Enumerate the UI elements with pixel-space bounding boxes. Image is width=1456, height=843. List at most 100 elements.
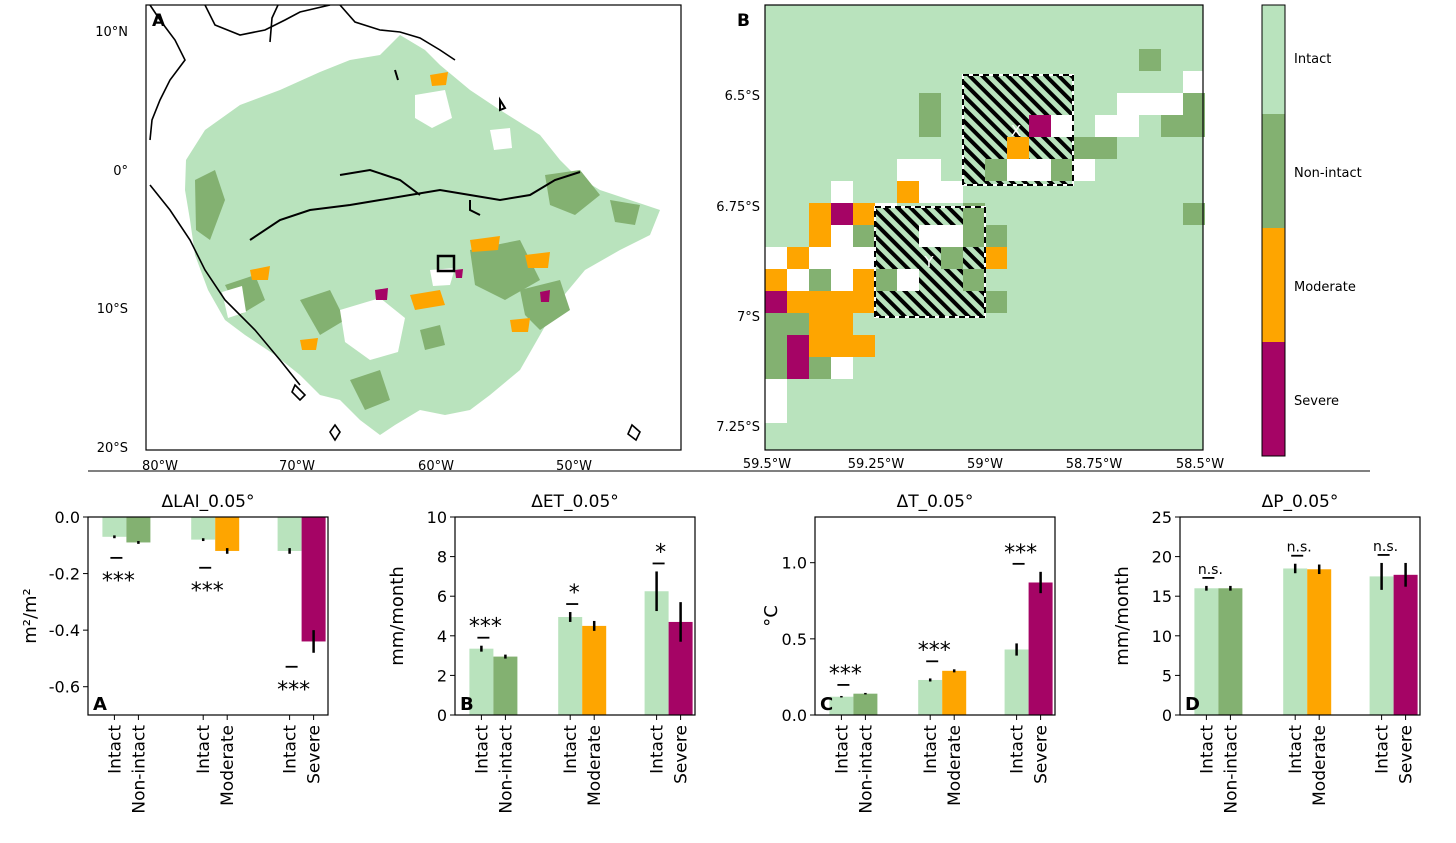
bar [1004, 649, 1029, 715]
map-b-cell [809, 313, 831, 335]
x-tick-label: Intact [921, 725, 941, 774]
bar [1283, 568, 1308, 715]
legend-swatch-intact [1262, 5, 1285, 114]
map-b-cell [1051, 159, 1073, 181]
map-b-cell [809, 357, 831, 379]
legend-label-moderate: Moderate [1294, 280, 1356, 295]
hatched-box-y-dash [874, 206, 986, 318]
map-b-lon-tick: 58.75°W [1066, 457, 1123, 472]
x-tick-label: Intact [1197, 725, 1217, 774]
y-tick-label: 0.5 [782, 630, 807, 649]
map-a-frame [145, 4, 682, 451]
y-tick-label: 10 [427, 508, 447, 527]
map-b-cell [919, 181, 941, 203]
map-b-panel-label: B [737, 11, 750, 31]
map-b-frame [764, 4, 1204, 451]
significance-label: * [655, 540, 666, 565]
bar-chart-B: Intact Non-intact Intact Moderate Intact Seve… [387, 492, 696, 814]
y-axis-label: °C [761, 605, 782, 627]
map-b: X Y B 6.5°S 6.75°S 7°S 7.25°S 59.5°W 59.… [716, 4, 1224, 472]
y-tick-label: -0.6 [49, 678, 80, 697]
marker-x: X [1011, 122, 1021, 140]
map-b-cell [787, 291, 809, 313]
bar [191, 517, 216, 540]
country-borders [149, 5, 641, 442]
significance-label: *** [102, 569, 135, 594]
map-b-lat-tick: 6.5°S [725, 89, 760, 104]
map-b-cell [787, 313, 809, 335]
bar [1194, 588, 1219, 715]
x-tick-label: Severe [672, 725, 692, 784]
map-b-cell [941, 181, 963, 203]
map-b-cell [1161, 93, 1183, 115]
map-b-cell [853, 291, 875, 313]
map-a-lat-tick: 10°N [95, 25, 128, 40]
rivers [249, 69, 581, 241]
bar-charts: Intact Non-intact Intact Moderate Intact Seve… [20, 492, 1421, 814]
map-b-cell [787, 269, 809, 291]
map-b-cell [941, 247, 963, 269]
y-tick-label: -0.4 [49, 621, 80, 640]
significance-label: *** [829, 662, 862, 687]
significance-label: n.s. [1287, 540, 1312, 556]
map-b-cell [1139, 49, 1161, 71]
map-b-cell [809, 203, 831, 225]
bar [942, 670, 967, 715]
map-b-cell [1117, 93, 1139, 115]
chart-frame [87, 516, 329, 716]
map-b-cell [1073, 159, 1095, 181]
y-tick-label: 0.0 [55, 508, 80, 527]
bar [1369, 576, 1394, 715]
bar [644, 591, 669, 715]
map-b-cell [831, 225, 853, 247]
severe-patches [375, 269, 550, 302]
chart-title: ΔET_0.05° [531, 492, 619, 512]
map-b-cell [1051, 115, 1073, 137]
map-b-cell [875, 269, 897, 291]
y-tick-label: 15 [1152, 587, 1172, 606]
bar [853, 693, 878, 715]
map-b-cell [985, 225, 1007, 247]
x-tick-label: Non-intact [856, 725, 876, 814]
y-tick-label: 2 [437, 666, 447, 685]
map-b-cell [1139, 93, 1161, 115]
legend-swatch-moderate [1262, 228, 1285, 342]
legend-swatch-severe [1262, 342, 1285, 456]
y-tick-label: 25 [1152, 508, 1172, 527]
map-b-cell [1183, 71, 1205, 93]
legend-label-non-intact: Non-intact [1294, 166, 1362, 181]
map-b-lon-tick: 59.5°W [743, 457, 791, 472]
hatched-box-x-dash [962, 74, 1074, 186]
map-b-cell [853, 203, 875, 225]
map-b-lat-tick: 7.25°S [716, 420, 760, 435]
bar [301, 517, 326, 642]
significance-label: n.s. [1198, 562, 1223, 578]
x-tick-label: Moderate [218, 725, 238, 806]
significance-label: * [569, 581, 580, 606]
chart-frame [814, 516, 1056, 716]
panel-label: B [460, 694, 474, 715]
x-tick-label: Intact [648, 725, 668, 774]
x-tick-label: Intact [281, 725, 301, 774]
x-tick-label: Non-intact [129, 725, 149, 814]
bar [493, 656, 518, 715]
map-b-cell [765, 269, 787, 291]
chart-title: ΔP_0.05° [1262, 492, 1339, 512]
map-b-cell [1029, 159, 1051, 181]
map-b-cell [853, 225, 875, 247]
map-b-cell [897, 269, 919, 291]
y-tick-label: 0.0 [782, 706, 807, 725]
map-a-lon-tick: 70°W [279, 459, 315, 474]
bar-chart-A: Intact Non-intact Intact Moderate Intact Seve… [20, 492, 329, 814]
legend-label-severe: Severe [1294, 394, 1339, 409]
map-b-cell [1161, 115, 1183, 137]
significance-label: n.s. [1373, 539, 1398, 555]
map-a-lon-ticks: 80°W 70°W 60°W 50°W [142, 459, 592, 474]
x-tick-label: Severe [1397, 725, 1417, 784]
y-tick-label: 4 [437, 627, 447, 646]
y-axis-label: mm/month [387, 566, 408, 666]
map-b-cell [831, 181, 853, 203]
map-b-cell [831, 357, 853, 379]
bar [469, 648, 494, 715]
